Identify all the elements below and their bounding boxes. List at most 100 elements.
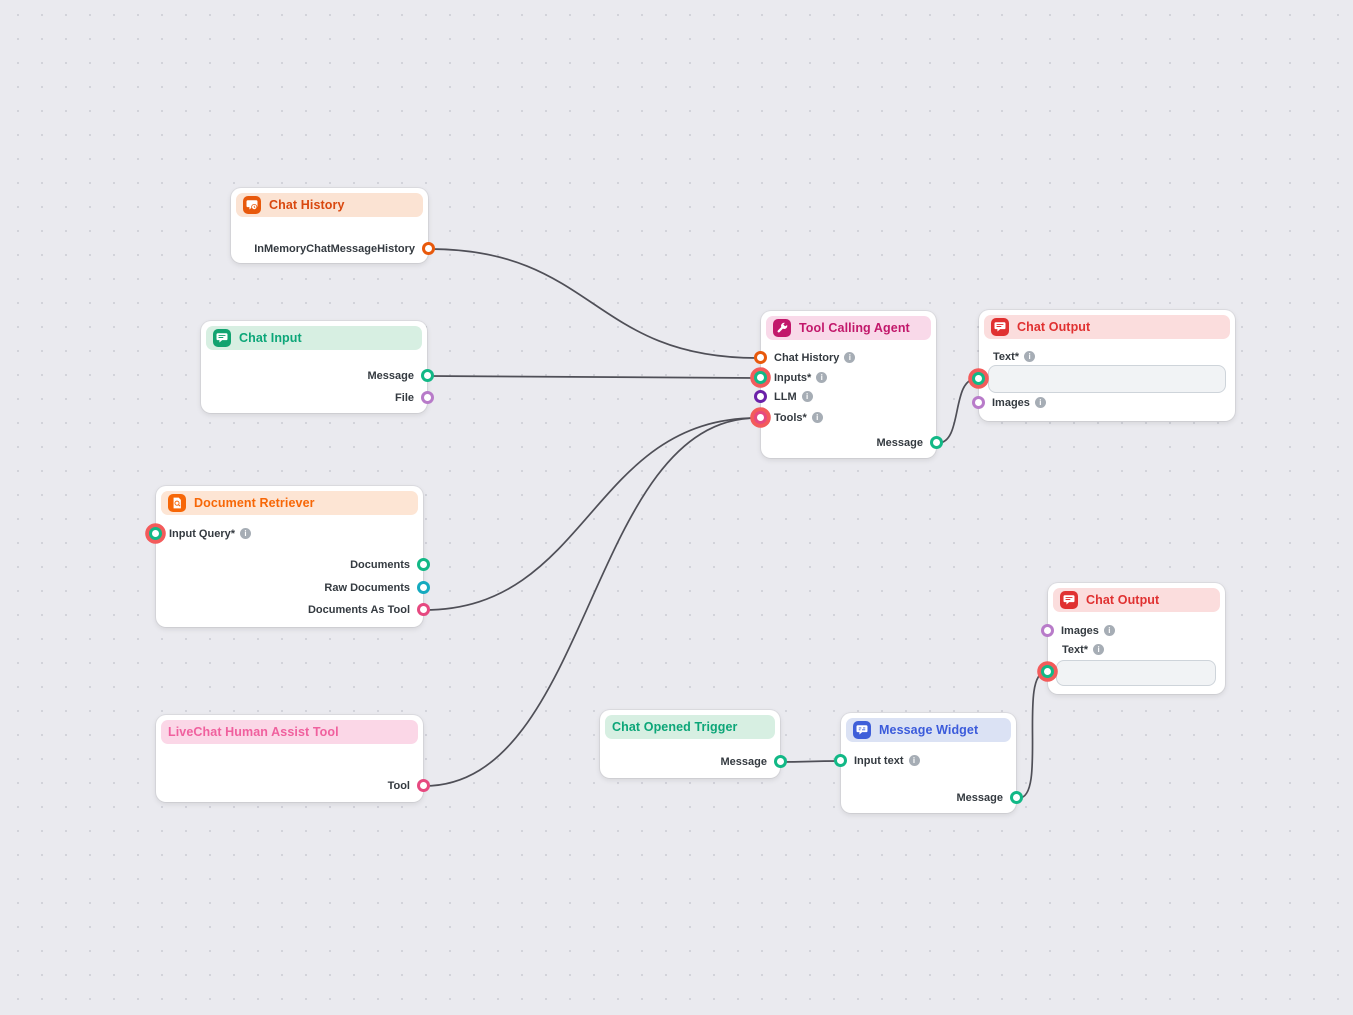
node-header-chat-output-bottom[interactable]: Chat Output xyxy=(1053,588,1220,612)
port-in-input-query[interactable] xyxy=(149,527,162,540)
port-out-documents-as-tool[interactable] xyxy=(417,603,430,616)
text-input-field[interactable] xyxy=(1056,660,1216,686)
node-header-document-retriever[interactable]: Document Retriever xyxy=(161,491,418,515)
port-out-documents[interactable] xyxy=(417,558,430,571)
node-message-widget[interactable]: Message Widget Input text i Message xyxy=(834,713,1023,813)
port-out-message[interactable] xyxy=(774,755,787,768)
node-header-tool-calling-agent[interactable]: Tool Calling Agent xyxy=(766,316,931,340)
edge-document-retriever-documents-as-tool-to-tool-calling-agent-tools[interactable] xyxy=(423,417,758,611)
port-in-chat-history[interactable] xyxy=(754,351,767,364)
port-out-message[interactable] xyxy=(421,369,434,382)
edge-tool-calling-agent-message-to-chat-output-top-text[interactable] xyxy=(937,378,977,444)
port-out-message[interactable] xyxy=(1010,791,1023,804)
port-label: Images xyxy=(1061,625,1099,637)
input-row-text: Text* i xyxy=(979,349,1235,365)
port-out-message[interactable] xyxy=(930,436,943,449)
port-in-tools[interactable] xyxy=(754,411,767,424)
info-icon[interactable]: i xyxy=(1093,644,1105,655)
info-icon[interactable]: i xyxy=(1103,625,1115,636)
input-row-llm: LLM i xyxy=(761,389,936,405)
port-label: Message xyxy=(720,756,767,768)
node-title: LiveChat Human Assist Tool xyxy=(168,725,339,739)
port-label: Input text xyxy=(854,755,904,767)
input-row-text: Text* i xyxy=(1048,642,1225,658)
port-in-field[interactable] xyxy=(1041,665,1054,678)
text-input-field[interactable] xyxy=(988,365,1226,393)
node-document-retriever[interactable]: Document Retriever Input Query* i Documents… xyxy=(149,486,430,627)
port-out-inmemorychatmessagehistory[interactable] xyxy=(422,242,435,255)
info-icon[interactable]: i xyxy=(816,372,828,383)
message-widget-icon xyxy=(853,721,871,739)
node-title: Document Retriever xyxy=(194,496,315,510)
output-row-message: Message xyxy=(600,754,780,770)
info-icon[interactable]: i xyxy=(1034,397,1046,408)
input-row-input-query: Input Query* i xyxy=(156,526,423,542)
port-label: Documents As Tool xyxy=(307,604,410,616)
node-title: Message Widget xyxy=(879,723,979,737)
port-label: Text* xyxy=(1062,644,1089,656)
info-icon[interactable]: i xyxy=(811,412,823,423)
output-row-file: File xyxy=(201,390,427,406)
node-header-chat-output-top[interactable]: Chat Output xyxy=(984,315,1230,339)
port-in-images[interactable] xyxy=(1041,624,1054,637)
edge-message-widget-message-to-chat-output-bottom-text[interactable] xyxy=(1018,671,1047,799)
port-label: Raw Documents xyxy=(324,582,410,594)
port-label: Images xyxy=(992,397,1030,409)
output-row-documents-as-tool: Documents As Tool xyxy=(156,602,423,618)
info-icon[interactable]: i xyxy=(240,528,252,539)
node-header-chat-history[interactable]: Chat History xyxy=(236,193,423,217)
output-row-message: Message xyxy=(761,435,936,451)
node-header-livechat-human-assist-tool[interactable]: LiveChat Human Assist Tool xyxy=(161,720,418,744)
node-title: Chat Output xyxy=(1086,593,1160,607)
port-label: Message xyxy=(367,370,414,382)
port-in-input-text[interactable] xyxy=(834,754,847,767)
node-header-chat-input[interactable]: Chat Input xyxy=(206,326,422,350)
output-row-inmemorychatmessagehistory: InMemoryChatMessageHistory xyxy=(231,241,428,257)
port-out-raw-documents[interactable] xyxy=(417,581,430,594)
output-row-documents: Documents xyxy=(156,557,423,573)
chat-output-icon xyxy=(1060,591,1078,609)
info-icon[interactable]: i xyxy=(844,352,856,363)
port-label: Documents xyxy=(350,559,410,571)
port-in-llm[interactable] xyxy=(754,390,767,403)
node-title: Chat History xyxy=(269,198,345,212)
port-label: Input Query* xyxy=(169,528,236,540)
port-out-file[interactable] xyxy=(421,391,434,404)
node-chat-input[interactable]: Chat Input Message File xyxy=(201,321,434,413)
info-icon[interactable]: i xyxy=(801,391,813,402)
node-chat-opened-trigger[interactable]: Chat Opened Trigger Message xyxy=(600,710,787,778)
input-row-chat-history: Chat History i xyxy=(761,350,936,366)
output-row-raw-documents: Raw Documents xyxy=(156,580,423,596)
edge-chat-opened-trigger-message-to-message-widget-input-text[interactable] xyxy=(778,760,840,763)
node-chat-history[interactable]: Chat History InMemoryChatMessageHistory xyxy=(231,188,435,263)
node-chat-output-top[interactable]: Chat Output Text* i Images i xyxy=(972,310,1235,421)
node-title: Chat Output xyxy=(1017,320,1091,334)
port-label: Chat History xyxy=(774,352,840,364)
chat-history-icon xyxy=(243,196,261,214)
node-title: Tool Calling Agent xyxy=(799,321,910,335)
port-label: Tool xyxy=(387,780,410,792)
port-in-images[interactable] xyxy=(972,396,985,409)
port-in-inputs[interactable] xyxy=(754,371,767,384)
node-chat-output-bottom[interactable]: Chat Output Images i Text* i xyxy=(1041,583,1225,694)
info-icon[interactable]: i xyxy=(1024,351,1036,362)
node-tool-calling-agent[interactable]: Tool Calling Agent Chat History i Inputs* i L… xyxy=(754,311,943,458)
input-row-input-text: Input text i xyxy=(841,753,1016,769)
node-header-chat-opened-trigger[interactable]: Chat Opened Trigger xyxy=(605,715,775,739)
input-row-tools: Tools* i xyxy=(761,410,936,426)
port-label: Message xyxy=(876,437,923,449)
node-livechat-human-assist-tool[interactable]: LiveChat Human Assist Tool Tool xyxy=(156,715,430,802)
edge-chat-input-message-to-tool-calling-agent-inputs[interactable] xyxy=(428,375,758,379)
info-icon[interactable]: i xyxy=(908,755,920,766)
node-title: Chat Input xyxy=(239,331,302,345)
tool-wrench-icon xyxy=(773,319,791,337)
edge-chat-history-inmemorychatmessagehistory-to-tool-calling-agent-chat-history[interactable] xyxy=(428,248,758,359)
document-search-icon xyxy=(168,494,186,512)
port-label: Inputs* xyxy=(774,372,812,384)
port-in-field[interactable] xyxy=(972,372,985,385)
node-header-message-widget[interactable]: Message Widget xyxy=(846,718,1011,742)
port-out-tool[interactable] xyxy=(417,779,430,792)
edge-livechat-human-assist-tool-tool-to-tool-calling-agent-tools[interactable] xyxy=(423,417,758,787)
port-label: LLM xyxy=(774,391,797,403)
